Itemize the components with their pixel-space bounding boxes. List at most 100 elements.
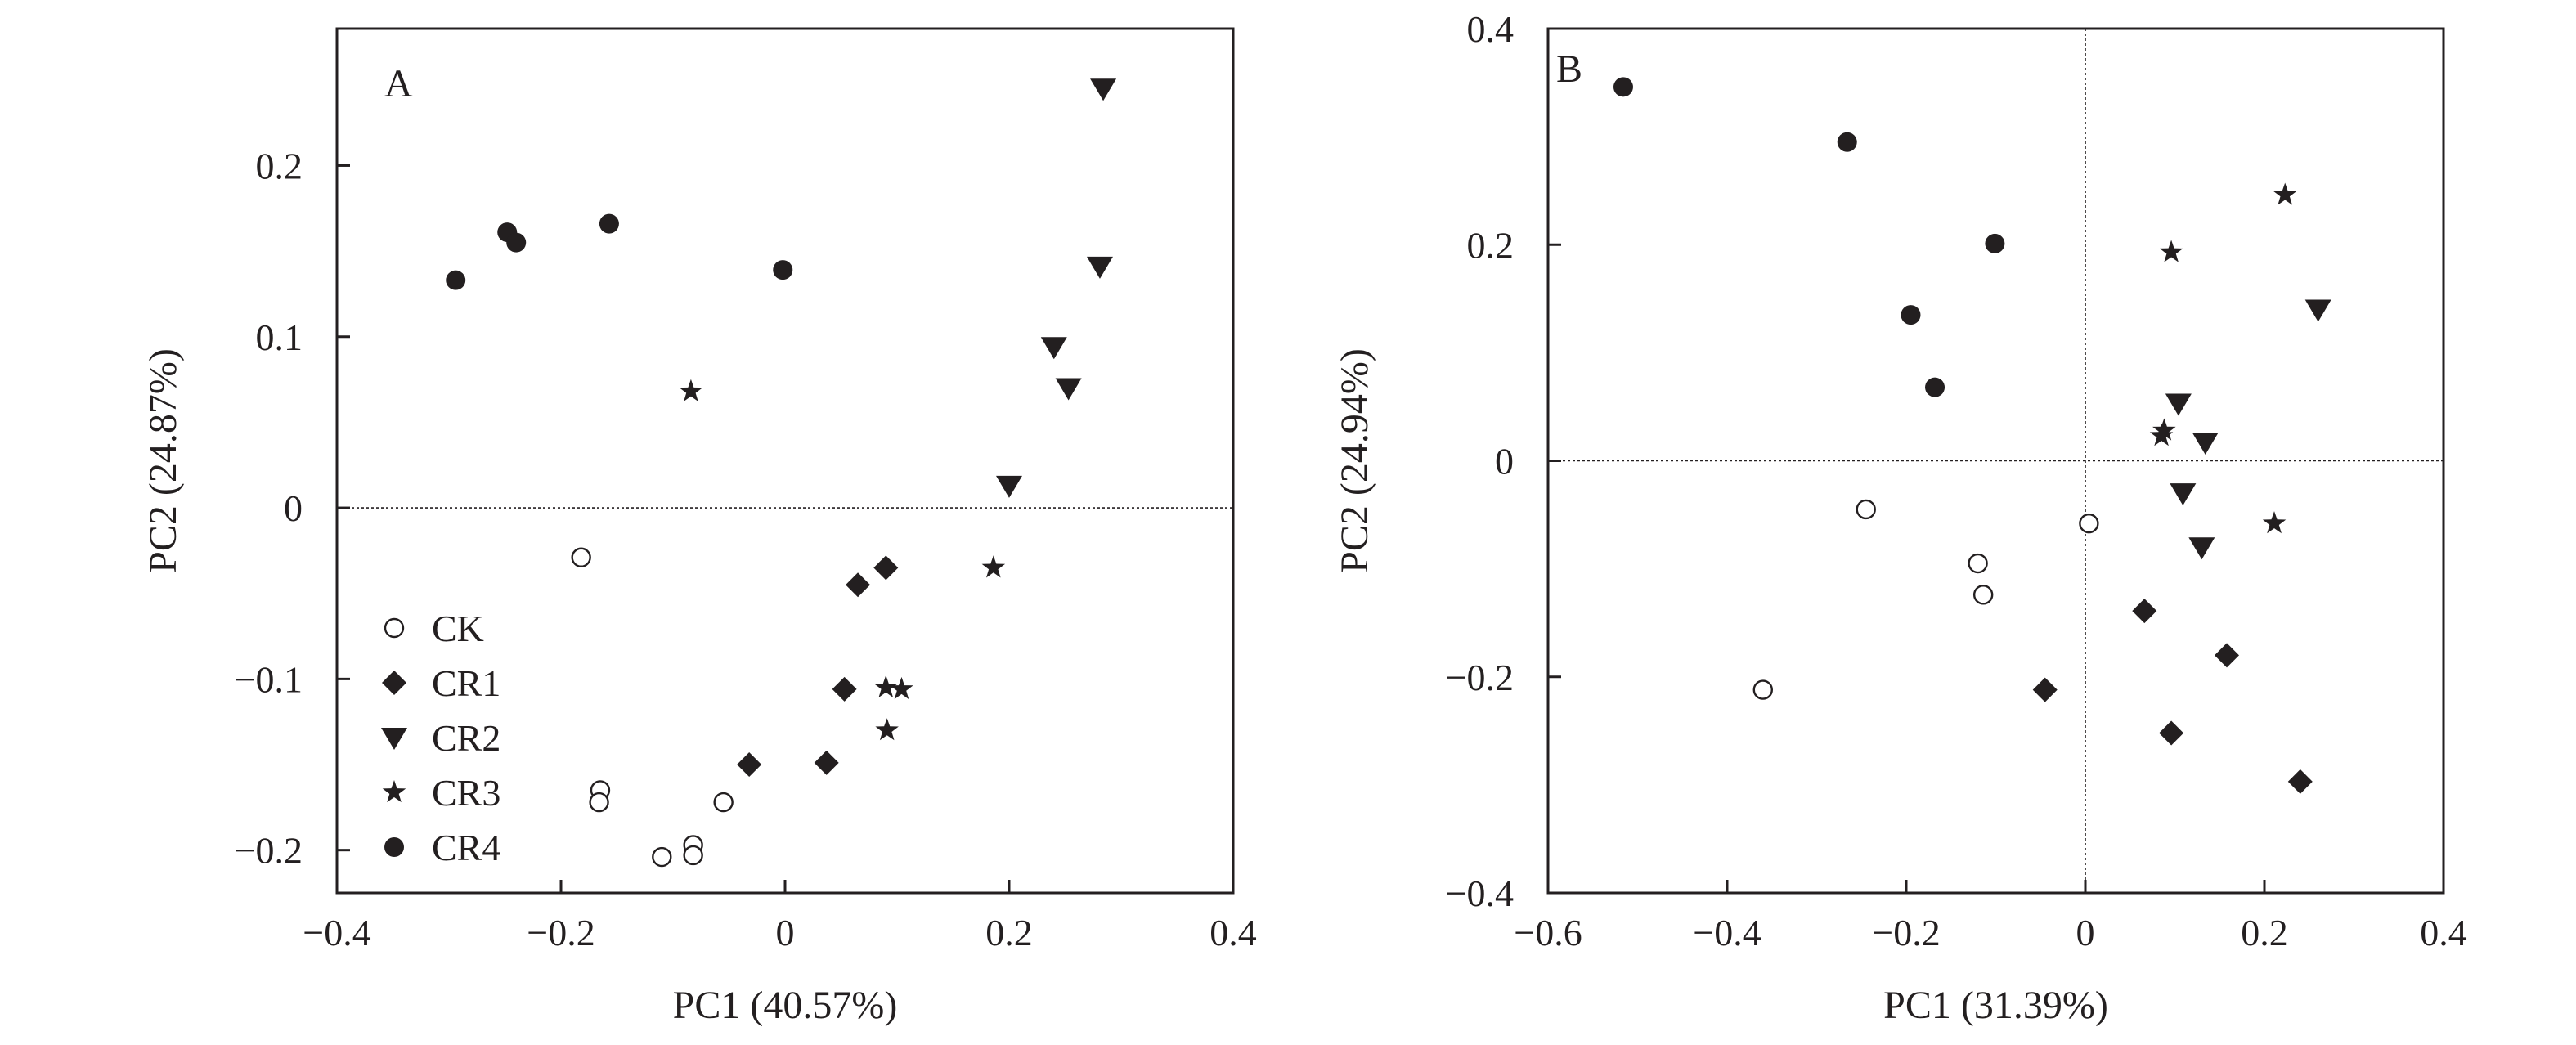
panel-b-point-cr4 xyxy=(1925,377,1945,397)
panel-b-series-cr3 xyxy=(2149,182,2297,534)
panel-b-point-cr1 xyxy=(2215,643,2240,668)
panel-a-y-tick-label: 0 xyxy=(284,487,303,529)
panel-a-point-cr2 xyxy=(996,475,1022,498)
panel-a-plot-frame xyxy=(335,27,1235,895)
panel-a-y-axis-title: PC2 (24.87%) xyxy=(141,348,185,573)
panel-b-point-cr3 xyxy=(2273,182,2297,205)
panel-a-point-ck xyxy=(683,845,703,866)
panel-b-y-tick-label: 0.4 xyxy=(1467,8,1515,50)
legend-label-cr2: CR2 xyxy=(432,717,500,759)
panel-b-point-ck xyxy=(1752,679,1774,700)
panel-a-y-tick-label: −0.1 xyxy=(235,658,303,700)
panel-b-y-tick-label: 0 xyxy=(1495,441,1514,482)
panel-a-x-tick-label: 0.2 xyxy=(985,912,1033,953)
panel-a-x-tick-label: 0.4 xyxy=(1209,912,1257,953)
panel-b-point-cr2 xyxy=(2304,299,2331,322)
panel-b-point-cr3 xyxy=(2152,418,2176,441)
panel-b-x-axis-title: PC1 (31.39%) xyxy=(1883,984,2108,1027)
panel-b-point-cr1 xyxy=(2132,599,2157,624)
panel-b-series-cr4 xyxy=(1613,77,2005,397)
panel-a-point-cr2 xyxy=(1055,378,1082,401)
panel-b-point-cr2 xyxy=(2192,433,2219,455)
panel-b-x-tick-label: 0.4 xyxy=(2420,912,2467,953)
panel-a-point-cr3 xyxy=(875,718,899,741)
panel-b-y-tick-label: −0.4 xyxy=(1446,872,1514,914)
panel-a-point-cr3 xyxy=(890,676,913,700)
panel-b-point-cr3 xyxy=(2262,511,2287,534)
panel-a-y-tick-label: 0.1 xyxy=(256,316,303,358)
panel-a-point-cr1 xyxy=(737,752,762,778)
legend-marker-cr2 xyxy=(381,728,407,750)
panel-a-point-cr4 xyxy=(506,232,527,253)
panel-b-point-cr2 xyxy=(2188,537,2215,560)
panel-a-point-cr4 xyxy=(446,270,466,290)
panel-a-point-ck xyxy=(652,846,672,868)
panel-b-point-cr4 xyxy=(1985,233,2005,253)
panel-a-point-ck xyxy=(571,547,591,567)
panel-a-x-tick-label: −0.2 xyxy=(527,912,595,953)
panel-b-point-cr2 xyxy=(2170,483,2197,506)
panel-b-y-tick-label: 0.2 xyxy=(1467,224,1515,266)
panel-b-point-cr4 xyxy=(1613,77,1633,97)
panel-b-y-axis-title: PC2 (24.94%) xyxy=(1333,348,1376,573)
panel-b-point-cr2 xyxy=(2165,393,2192,416)
panel-a-point-cr1 xyxy=(832,676,857,702)
panel-a-series-cr1 xyxy=(737,555,899,778)
panel-a-point-ck xyxy=(589,792,609,813)
panel-b-point-ck xyxy=(1972,585,1994,605)
panel-b-series-cr1 xyxy=(2032,599,2313,794)
panel-a-point-cr2 xyxy=(1090,78,1117,101)
panel-b-point-cr3 xyxy=(2159,240,2183,262)
panel-b-series-cr2 xyxy=(2165,299,2331,560)
panel-b-point-cr1 xyxy=(2032,677,2058,702)
panel-a-point-ck xyxy=(713,792,734,813)
legend-marker-cr4 xyxy=(384,837,404,857)
panel-b-point-ck xyxy=(1968,553,1988,574)
panel-b-x-tick-label: 0 xyxy=(2076,912,2095,953)
panel-a-point-cr3 xyxy=(874,675,898,697)
panel-a-series-cr3 xyxy=(679,379,1006,741)
panel-b-x-tick-label: −0.6 xyxy=(1514,912,1582,953)
panel-a-legend: CK CR1 CR2 CR3 CR4 xyxy=(381,608,500,868)
panel-a-point-cr2 xyxy=(1086,256,1113,279)
panel-b-x-tick-label: −0.4 xyxy=(1693,912,1761,953)
panel-a-x-axis-title: PC1 (40.57%) xyxy=(673,984,898,1027)
panel-a-series-ck xyxy=(571,547,734,868)
panel-a-point-cr1 xyxy=(814,750,839,775)
panel-b-y-tick-label: −0.2 xyxy=(1446,657,1514,698)
panel-a-point-cr1 xyxy=(846,572,871,598)
panel-a-series-cr4 xyxy=(446,213,793,290)
panel-a-point-cr3 xyxy=(981,555,1006,578)
panel-a-x-tick-label: 0 xyxy=(776,912,795,953)
panel-a-point-cr4 xyxy=(599,213,619,234)
panel-b-x-tick-label: −0.2 xyxy=(1872,912,1940,953)
panel-a-x-tick-label: −0.4 xyxy=(303,912,370,953)
panel-b-point-cr3 xyxy=(2149,424,2174,446)
panel-b-point-cr1 xyxy=(2287,769,2313,794)
panel-a-series-cr2 xyxy=(996,78,1117,498)
panel-a-y-tick-label: −0.2 xyxy=(235,830,303,872)
panel-a-label: A xyxy=(384,62,413,105)
panel-a-point-cr1 xyxy=(873,555,899,581)
panel-b-point-cr4 xyxy=(1901,305,1921,325)
panel-a-point-cr3 xyxy=(679,379,703,401)
panel-a-y-tick-label: 0.2 xyxy=(256,145,303,186)
legend-marker-cr1 xyxy=(382,671,406,695)
legend-marker-ck xyxy=(384,617,405,639)
panel-b-series-ck xyxy=(1752,499,2099,700)
panel-b-point-ck xyxy=(2079,513,2099,534)
legend-label-ck: CK xyxy=(432,608,484,649)
panel-b-point-cr4 xyxy=(1837,132,1857,152)
panel-b-label: B xyxy=(1556,47,1582,91)
panel-b-x-tick-label: 0.2 xyxy=(2241,912,2288,953)
panel-b-point-cr1 xyxy=(2159,720,2184,746)
legend-marker-cr3 xyxy=(382,780,406,803)
legend-label-cr4: CR4 xyxy=(432,827,500,868)
panel-b-point-ck xyxy=(1856,499,1876,520)
panel-a-point-cr2 xyxy=(1040,337,1067,360)
legend-label-cr1: CR1 xyxy=(432,662,500,704)
legend-label-cr3: CR3 xyxy=(432,772,500,814)
